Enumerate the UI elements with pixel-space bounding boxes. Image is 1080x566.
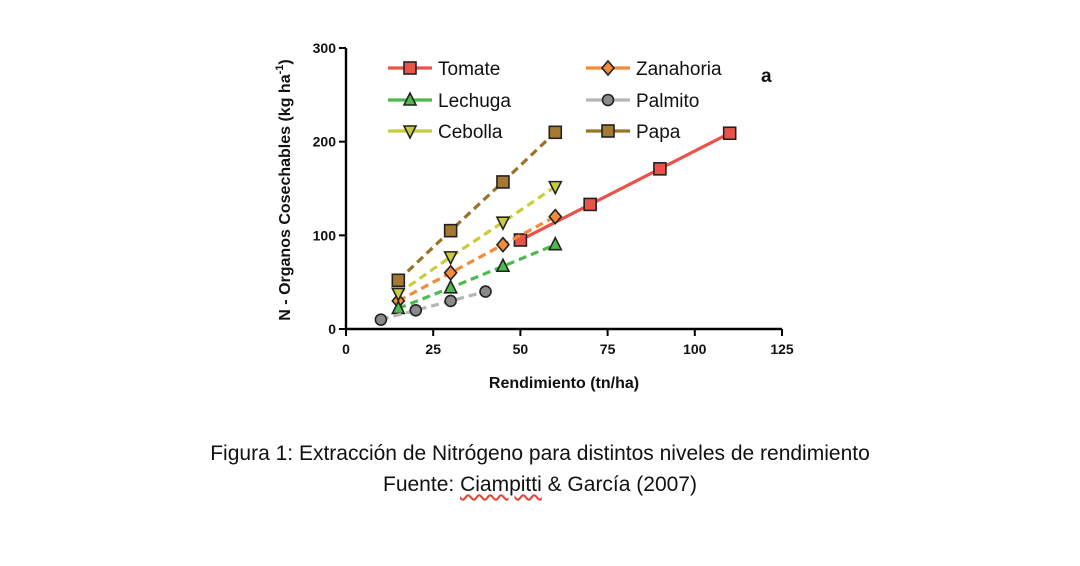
y-tick-label: 300 [313, 40, 337, 56]
data-point-papa [496, 175, 510, 189]
series-line-palmito [380, 289, 486, 322]
data-point-palmito [374, 313, 388, 326]
y-axis-label: N - Organos Cosechables (kg ha-1) [274, 59, 294, 320]
panel-label: a [761, 66, 772, 87]
series-line-zanahoria [397, 215, 557, 303]
series-lechuga [391, 235, 563, 315]
data-point-cebolla [443, 251, 458, 266]
source-author: Ciampitti [460, 473, 542, 496]
legend-marker [601, 93, 615, 107]
x-tick-label: 125 [770, 341, 794, 357]
figure-caption: Figura 1: Extracción de Nitrógeno para d… [210, 442, 870, 465]
data-point-tomate [583, 197, 597, 212]
legend-marker [403, 61, 417, 75]
legend-label: Zanahoria [636, 59, 722, 80]
legend-marker [600, 59, 616, 77]
data-point-zanahoria [495, 236, 511, 253]
data-point-cebolla [391, 287, 406, 303]
legend-label: Lechuga [438, 91, 511, 112]
data-point-lechuga [547, 235, 563, 251]
x-tick-label: 100 [683, 341, 707, 357]
legend-label: Tomate [438, 59, 500, 80]
data-point-tomate [653, 162, 667, 176]
figure-source: Fuente: Ciampitti & García (2007) [0, 473, 1080, 497]
legend-item-palmito: Palmito [586, 91, 699, 112]
series-layer [374, 125, 737, 326]
legend-marker [402, 125, 418, 140]
legend-item-zanahoria: Zanahoria [586, 59, 722, 80]
series-line-papa [397, 131, 557, 282]
legend-marker [601, 124, 615, 138]
x-tick-label: 0 [342, 341, 350, 357]
x-ticks: 0 25 50 75 100 125 [342, 329, 794, 357]
data-point-palmito [409, 303, 423, 317]
y-axis-label-close: ) [277, 59, 294, 64]
data-point-palmito [444, 294, 457, 308]
y-axis-label-sup: -1 [274, 65, 286, 75]
x-tick-label: 50 [513, 341, 529, 357]
series-palmito [374, 285, 492, 326]
x-tick-label: 25 [425, 341, 441, 357]
y-ticks: 0 100 200 300 [313, 40, 346, 337]
data-point-zanahoria [548, 208, 563, 225]
legend: Tomate Zanahoria Lechuga Palmito Cebolla Papa [388, 59, 722, 143]
series-line-cebolla [397, 185, 557, 295]
legend-label: Cebolla [438, 122, 503, 143]
legend-marker [402, 91, 418, 106]
data-point-lechuga [495, 257, 511, 273]
series-tomate [513, 126, 737, 247]
source-prefix: Fuente: [383, 473, 461, 496]
data-point-papa [548, 125, 563, 140]
legend-label: Palmito [636, 91, 699, 112]
y-tick-label: 100 [313, 227, 337, 243]
series-zanahoria [391, 208, 563, 310]
data-point-zanahoria [443, 264, 458, 282]
legend-item-cebolla: Cebolla [388, 122, 503, 143]
data-point-palmito [479, 285, 492, 298]
axes: 0 25 50 75 100 125 0 100 200 300 Rendimiento (tn… [274, 40, 794, 392]
chart: 0 25 50 75 100 125 0 100 200 300 Rendimiento (tn… [274, 40, 794, 392]
y-axis-label-text: N - Organos Cosechables (kg ha [277, 74, 294, 320]
data-point-papa [443, 223, 458, 238]
data-point-tomate [722, 126, 737, 141]
legend-item-lechuga: Lechuga [388, 91, 511, 112]
data-point-cebolla [547, 180, 563, 196]
data-point-papa [391, 273, 406, 288]
x-axis-label: Rendimiento (tn/ha) [489, 375, 639, 392]
x-tick-label: 75 [600, 341, 616, 357]
data-point-cebolla [495, 216, 511, 232]
legend-item-papa: Papa [586, 122, 681, 143]
y-tick-label: 200 [313, 134, 337, 150]
series-line-lechuga [397, 243, 556, 310]
source-suffix: & García (2007) [541, 473, 697, 496]
series-cebolla [391, 180, 563, 303]
legend-label: Papa [636, 122, 681, 143]
legend-item-tomate: Tomate [388, 59, 500, 80]
data-point-lechuga [443, 278, 458, 294]
y-tick-label: 0 [328, 321, 336, 337]
series-papa [391, 125, 563, 288]
